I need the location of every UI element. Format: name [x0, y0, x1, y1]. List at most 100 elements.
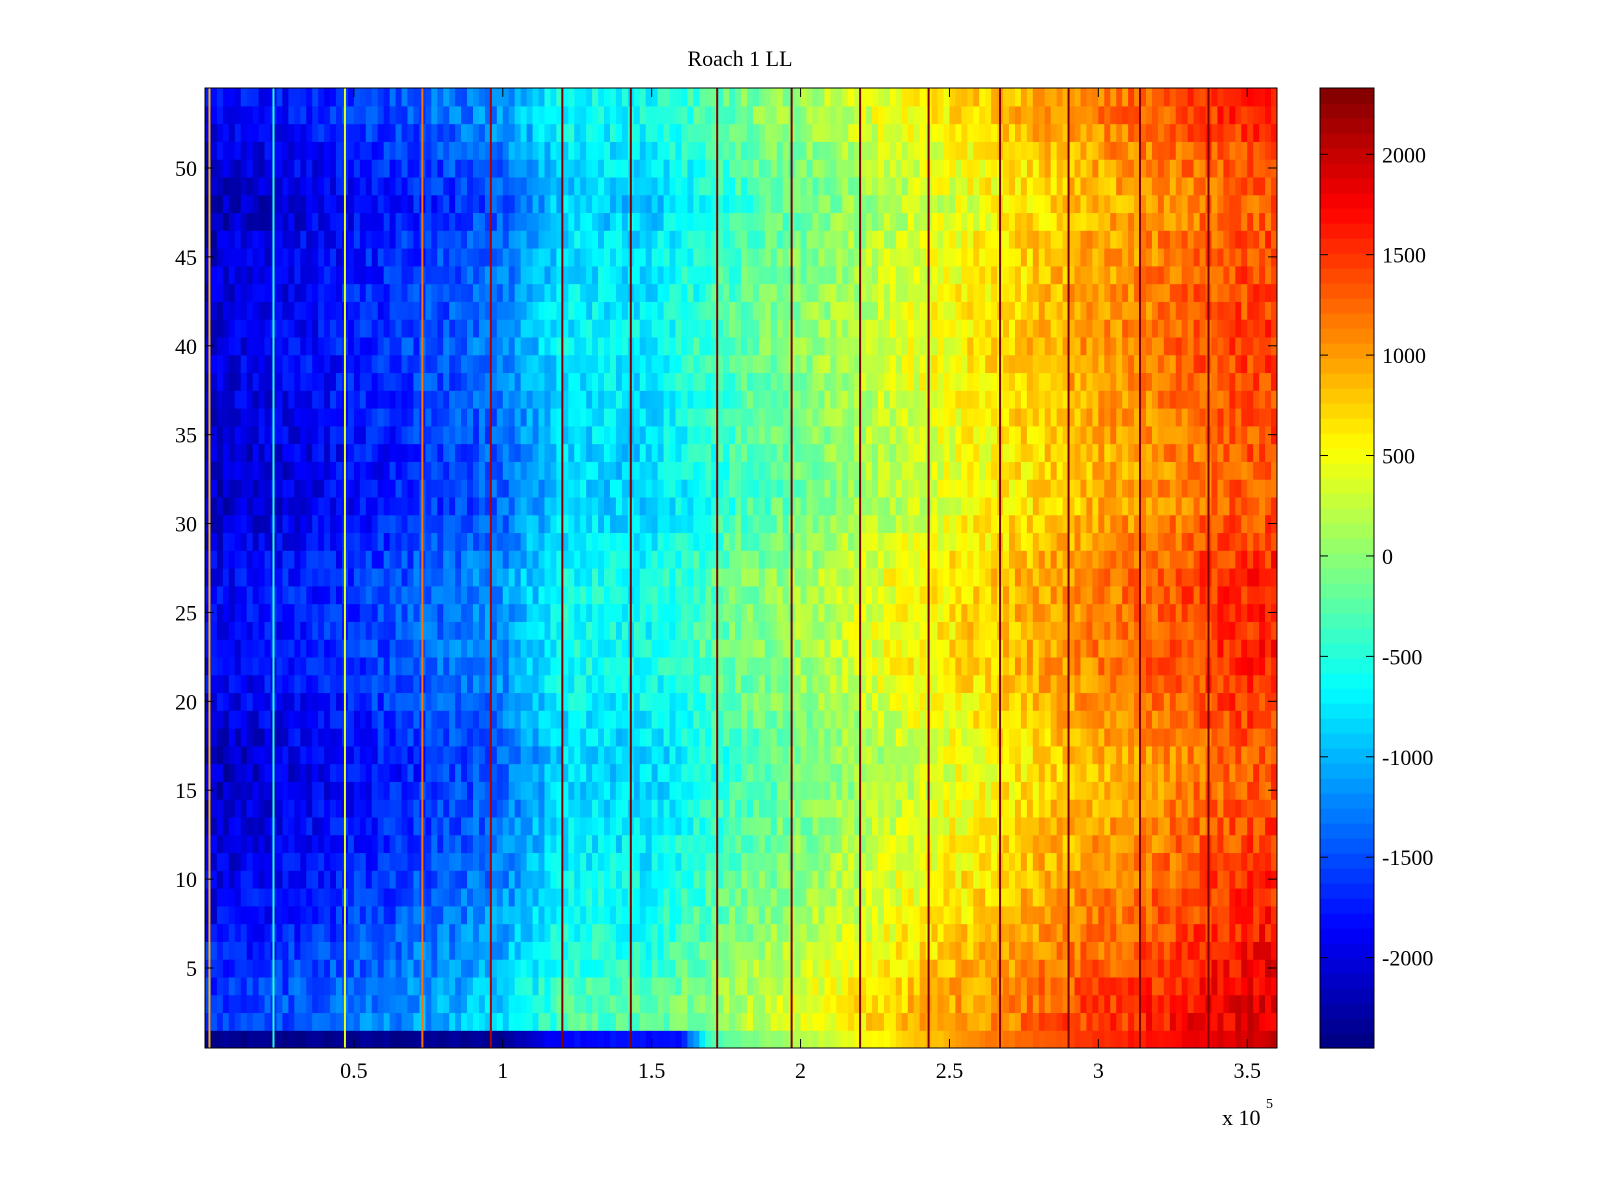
heatmap-cell	[860, 905, 867, 925]
heatmap-cell	[1265, 621, 1272, 640]
heatmap-cell	[1211, 799, 1219, 818]
heatmap-cell	[866, 852, 873, 871]
heatmap-cell	[794, 763, 802, 782]
heatmap-cell	[705, 568, 712, 587]
heatmap-cell	[1140, 834, 1147, 854]
heatmap-cell	[246, 639, 254, 658]
heatmap-cell	[1020, 656, 1028, 676]
heatmap-cell	[901, 1012, 909, 1031]
heatmap-cell	[395, 656, 403, 676]
heatmap-cell	[746, 816, 754, 836]
heatmap-cell	[300, 656, 307, 676]
heatmap-cell	[1074, 674, 1082, 694]
heatmap-cell	[586, 941, 593, 960]
heatmap-cell	[1193, 621, 1201, 640]
heatmap-cell	[252, 816, 260, 836]
heatmap-cell	[413, 763, 420, 782]
heatmap-cell	[877, 568, 885, 587]
heatmap-cell	[1181, 781, 1189, 800]
heatmap-cell	[842, 888, 849, 907]
heatmap-cell	[1217, 799, 1224, 818]
heatmap-cell	[1187, 834, 1195, 854]
heatmap-cell	[514, 799, 522, 818]
heatmap-cell	[949, 923, 956, 942]
heatmap-cell	[1062, 959, 1070, 978]
heatmap-cell	[473, 923, 480, 942]
heatmap-cell	[264, 816, 272, 836]
heatmap-cell	[1199, 905, 1207, 925]
heatmap-cell	[1253, 959, 1260, 978]
heatmap-cell	[812, 799, 820, 818]
heatmap-cell	[401, 763, 409, 782]
heatmap-cell	[550, 1030, 557, 1048]
heatmap-cell	[1181, 603, 1189, 622]
heatmap-cell	[1014, 923, 1022, 942]
heatmap-cell	[669, 639, 677, 658]
heatmap-cell	[401, 1012, 409, 1031]
heatmap-cell	[979, 585, 986, 605]
heatmap-cell	[1032, 585, 1040, 605]
heatmap-cell	[574, 621, 581, 640]
heatmap-cell	[1044, 852, 1052, 871]
heatmap-cell	[657, 852, 665, 871]
heatmap-cell	[866, 728, 873, 747]
heatmap-cell	[413, 728, 420, 747]
heatmap-cell	[1193, 959, 1201, 978]
heatmap-cell	[675, 976, 683, 996]
heatmap-cell	[1074, 1012, 1082, 1031]
heatmap-cell	[461, 603, 468, 622]
heatmap-cell	[806, 941, 814, 960]
heatmap-cell	[592, 710, 599, 729]
heatmap-cell	[800, 834, 808, 854]
heatmap-cell	[604, 799, 611, 818]
heatmap-cell	[1050, 905, 1058, 925]
heatmap-cell	[276, 799, 284, 818]
heatmap-cell	[991, 888, 998, 907]
heatmap-cell	[383, 568, 391, 587]
heatmap-cell	[1217, 870, 1224, 889]
heatmap-cell	[1247, 710, 1254, 729]
heatmap-cell	[681, 1012, 688, 1031]
heatmap-cell	[282, 550, 289, 569]
heatmap-cell	[1092, 852, 1099, 871]
heatmap-cell	[985, 568, 992, 587]
heatmap-cell	[1265, 852, 1272, 871]
heatmap-cell	[1116, 834, 1123, 854]
heatmap-cell	[1098, 745, 1105, 765]
heatmap-cell	[228, 710, 236, 729]
heatmap-cell	[1157, 834, 1165, 854]
heatmap-cell	[776, 888, 784, 907]
heatmap-cell	[872, 692, 879, 711]
heatmap-cell	[746, 852, 754, 871]
heatmap-cell	[663, 621, 671, 640]
heatmap-cell	[776, 941, 784, 960]
heatmap-cell	[282, 834, 289, 854]
heatmap-cell	[449, 603, 456, 622]
heatmap-cell	[1193, 816, 1201, 836]
heatmap-cell	[1181, 1012, 1189, 1031]
heatmap-cell	[1241, 994, 1248, 1014]
heatmap-cell	[240, 763, 248, 782]
heatmap-cell	[651, 816, 659, 836]
heatmap-cell	[401, 1030, 409, 1048]
heatmap-cell	[955, 710, 962, 729]
heatmap-cell	[401, 941, 409, 960]
heatmap-cell	[723, 621, 730, 640]
heatmap-cell	[1169, 568, 1177, 587]
heatmap-cell	[574, 745, 581, 765]
heatmap-cell	[353, 923, 361, 942]
heatmap-cell	[985, 941, 992, 960]
heatmap-cell	[592, 941, 599, 960]
heatmap-cell	[651, 799, 659, 818]
heatmap-cell	[1026, 941, 1034, 960]
heatmap-cell	[1193, 781, 1201, 800]
heatmap-cell	[776, 923, 784, 942]
heatmap-cell	[949, 674, 956, 694]
heatmap-cell	[729, 550, 736, 569]
heatmap-cell	[532, 923, 540, 942]
heatmap-cell	[705, 870, 712, 889]
heatmap-cell	[1134, 816, 1141, 836]
heatmap-cell	[604, 1030, 611, 1048]
heatmap-cell	[1247, 799, 1254, 818]
heatmap-cell	[1265, 834, 1272, 854]
